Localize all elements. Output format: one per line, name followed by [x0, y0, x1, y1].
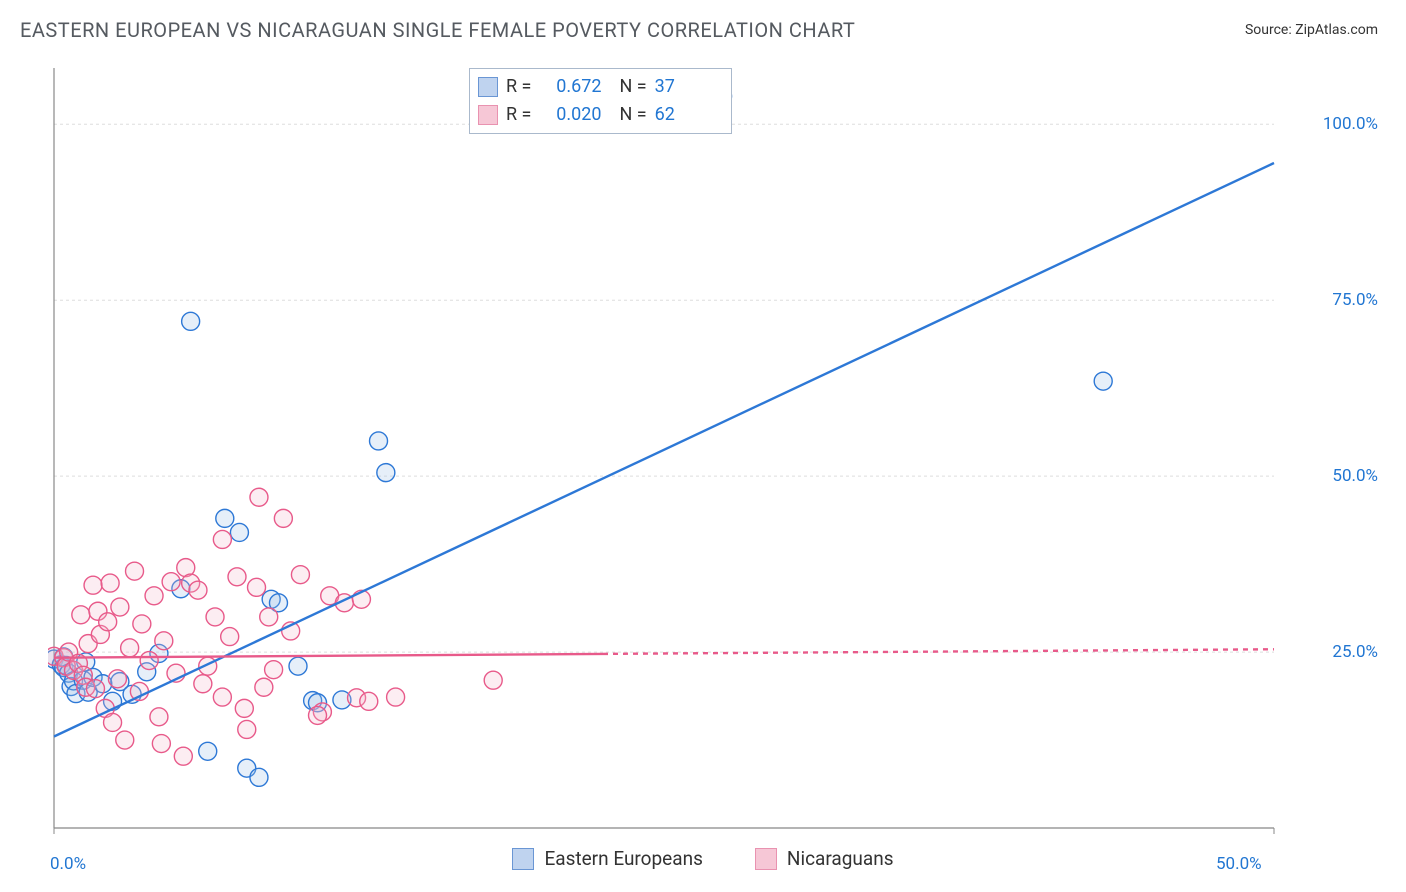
data-point: [309, 706, 327, 724]
data-point: [260, 608, 278, 626]
y-tick-label: 100.0%: [1323, 114, 1378, 134]
data-point: [111, 598, 129, 616]
data-point: [221, 628, 239, 646]
data-point: [250, 768, 268, 786]
legend-item: Eastern Europeans: [512, 847, 702, 870]
data-point: [99, 613, 117, 631]
data-point: [230, 523, 248, 541]
data-point: [255, 678, 273, 696]
y-tick-label: 25.0%: [1332, 642, 1378, 662]
data-point: [370, 432, 388, 450]
data-point: [194, 675, 212, 693]
n-value: 37: [655, 73, 717, 101]
data-point: [216, 509, 234, 527]
n-label: N =: [619, 73, 646, 101]
data-point: [140, 652, 158, 670]
source-site: ZipAtlas.com: [1295, 22, 1378, 38]
data-point: [145, 587, 163, 605]
data-point: [377, 464, 395, 482]
chart-container: EASTERN EUROPEAN VS NICARAGUAN SINGLE FE…: [0, 0, 1406, 892]
data-point: [116, 731, 134, 749]
data-point: [72, 606, 90, 624]
scatter-chart: [48, 60, 1344, 840]
legend-item: Nicaraguans: [755, 847, 894, 870]
data-point: [133, 615, 151, 633]
data-point: [206, 608, 224, 626]
data-point: [84, 576, 102, 594]
legend-label: Nicaraguans: [787, 847, 894, 870]
legend-swatch: [478, 105, 498, 125]
n-value: 62: [655, 101, 717, 129]
correlation-stats-box: R = 0.672 N = 37 R = 0.020 N = 62: [469, 68, 732, 134]
r-value: 0.672: [539, 73, 601, 101]
data-point: [238, 720, 256, 738]
chart-title: EASTERN EUROPEAN VS NICARAGUAN SINGLE FE…: [20, 18, 855, 42]
data-point: [213, 688, 231, 706]
source-attribution: Source: ZipAtlas.com: [1245, 22, 1378, 38]
data-point: [199, 742, 217, 760]
data-point: [152, 735, 170, 753]
r-label: R =: [506, 73, 531, 101]
legend-swatch: [755, 848, 777, 870]
data-point: [108, 670, 126, 688]
x-tick-label: 50.0%: [1216, 854, 1262, 874]
y-tick-label: 50.0%: [1332, 466, 1378, 486]
y-tick-label: 75.0%: [1332, 290, 1378, 310]
data-point: [104, 713, 122, 731]
source-label: Source:: [1245, 22, 1295, 38]
data-point: [265, 661, 283, 679]
data-point: [130, 682, 148, 700]
r-value: 0.020: [539, 101, 601, 129]
data-point: [291, 566, 309, 584]
data-point: [250, 488, 268, 506]
data-point: [86, 680, 104, 698]
data-point: [289, 657, 307, 675]
data-point: [235, 699, 253, 717]
legend-swatch: [478, 77, 498, 97]
data-point: [174, 747, 192, 765]
data-point: [182, 312, 200, 330]
data-point: [213, 530, 231, 548]
legend-swatch: [512, 848, 534, 870]
stats-row: R = 0.020 N = 62: [478, 101, 717, 129]
data-point: [162, 573, 180, 591]
data-point: [126, 562, 144, 580]
data-point: [101, 574, 119, 592]
stats-row: R = 0.672 N = 37: [478, 73, 717, 101]
data-point: [484, 671, 502, 689]
data-point: [189, 581, 207, 599]
data-point: [155, 632, 173, 650]
data-point: [387, 688, 405, 706]
data-point: [360, 692, 378, 710]
data-point: [248, 578, 266, 596]
x-tick-label: 0.0%: [50, 854, 86, 874]
series-legend: Eastern Europeans Nicaraguans: [0, 847, 1406, 870]
data-point: [274, 509, 292, 527]
data-point: [228, 568, 246, 586]
r-label: R =: [506, 101, 531, 129]
data-point: [1094, 372, 1112, 390]
data-point: [150, 708, 168, 726]
n-label: N =: [619, 101, 646, 129]
legend-label: Eastern Europeans: [544, 847, 702, 870]
data-point: [121, 639, 139, 657]
